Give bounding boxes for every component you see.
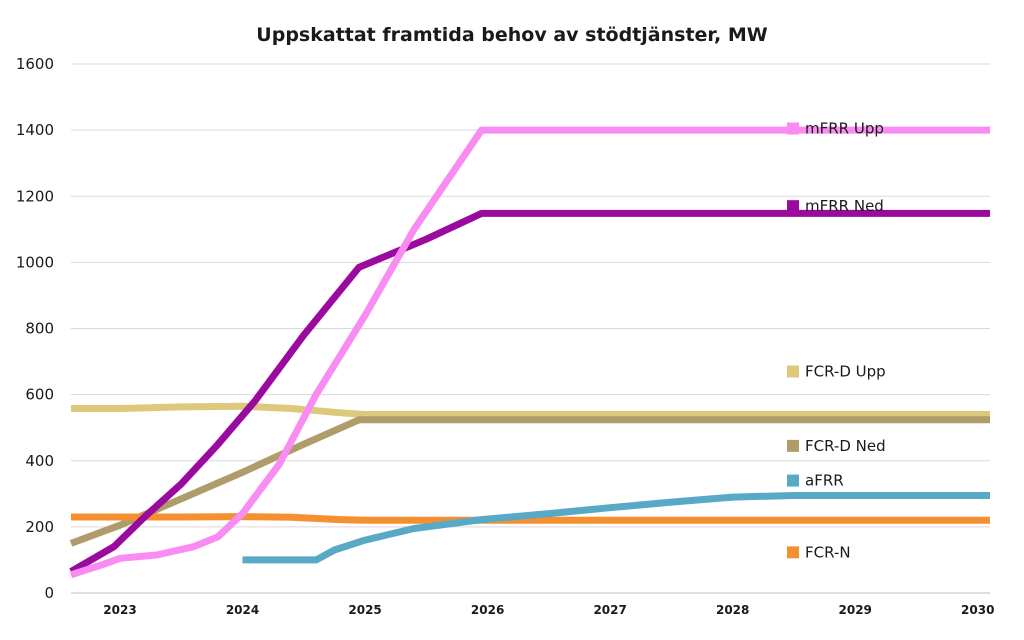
x-tick-label: 2027 [593,603,626,617]
y-tick-label: 0 [44,584,54,602]
legend-label: aFRR [805,472,844,490]
x-tick-label: 2026 [471,603,504,617]
legend-label: FCR-D Upp [805,362,886,380]
x-tick-label: 2025 [348,603,381,617]
legend-swatch [787,546,799,559]
y-tick-label: 600 [25,386,54,404]
x-tick-label: 2029 [839,603,872,617]
series-lines [69,126,990,579]
series-line-mfrr-upp [69,126,990,579]
series-line-afrr [242,492,990,564]
axes: 0 200 400 600 800 1000 1200 1400 1600 2023 2024 202… [16,55,995,617]
legend-label: mFRR Upp [805,119,884,137]
y-tick-label: 1200 [16,187,54,205]
x-tick-label: 2030 [961,603,994,617]
series-line-fcr-n [71,513,990,524]
y-tick-label: 1600 [16,55,54,73]
y-tick-label: 200 [25,518,54,536]
x-tick-label: 2023 [103,603,136,617]
series-line-mfrr-ned [69,209,990,575]
y-tick-label: 400 [25,452,54,470]
legend: mFRR Upp mFRR Ned FCR-D Upp FCR-D Ned aFRR FC… [787,119,886,561]
series-line-fcr-d-upp [71,402,990,418]
legend-label: FCR-D Ned [805,437,886,455]
y-tick-label: 1000 [16,253,54,271]
legend-swatch [787,474,799,487]
legend-label: FCR-N [805,543,851,561]
legend-swatch [787,365,799,378]
legend-swatch [787,439,799,452]
y-tick-label: 800 [25,320,54,338]
y-tick-label: 1400 [16,121,54,139]
series-line-fcr-d-ned [69,416,990,547]
legend-label: mFRR Ned [805,197,884,215]
legend-swatch [787,122,799,135]
x-tick-label: 2028 [716,603,749,617]
chart-title: Uppskattat framtida behov av stödtjänste… [256,24,768,46]
x-tick-label: 2024 [226,603,259,617]
legend-swatch [787,200,799,213]
